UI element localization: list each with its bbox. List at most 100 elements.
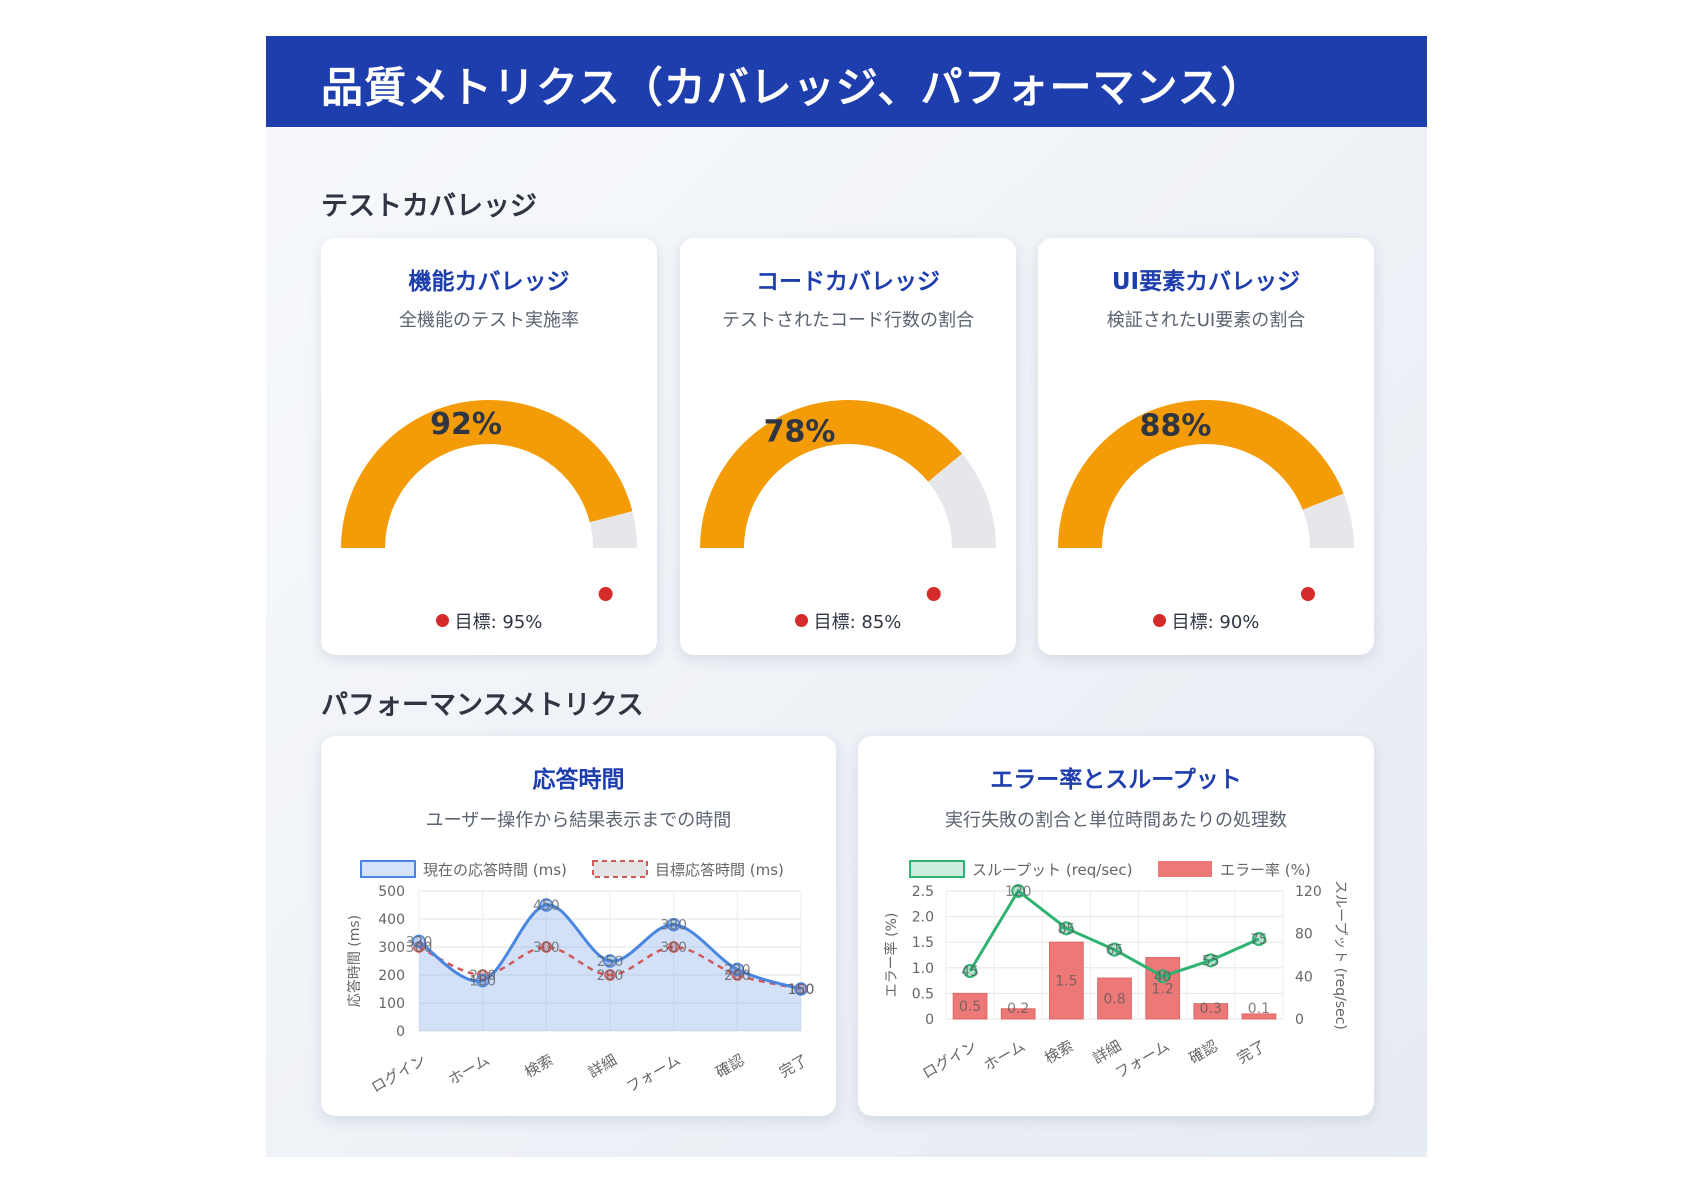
error-bar-label: 0.3 bbox=[1200, 1001, 1222, 1017]
y-axis-label: 応答時間 (ms) bbox=[346, 915, 363, 1007]
data-label-current: 220 bbox=[724, 962, 751, 978]
y-tick-label-right: 40 bbox=[1295, 969, 1313, 985]
y-tick-label-right: 0 bbox=[1295, 1012, 1304, 1028]
gauge-card-subtitle: 全機能のテスト実施率 bbox=[399, 310, 579, 331]
gauge-track bbox=[928, 453, 996, 548]
data-label-target: 300 bbox=[660, 940, 687, 956]
throughput-line bbox=[968, 888, 1260, 978]
x-tick-label: 検索 bbox=[521, 1051, 556, 1082]
gauge-target-marker bbox=[926, 587, 941, 601]
throughput-point bbox=[1107, 942, 1122, 957]
error-bar bbox=[1000, 1008, 1036, 1020]
point-target bbox=[795, 983, 807, 995]
error-bar-label: 0.5 bbox=[959, 999, 981, 1015]
y-tick-label-left: 1.0 bbox=[912, 961, 934, 977]
throughput-label: 85 bbox=[1057, 921, 1075, 937]
target-legend: 目標: 85% bbox=[680, 608, 1016, 634]
throughput-label: 40 bbox=[1154, 969, 1172, 985]
point-target bbox=[540, 941, 553, 953]
y-axis-label-left: エラー率 (%) bbox=[883, 913, 900, 998]
gauge-card-subtitle: 検証されたUI要素の割合 bbox=[1106, 310, 1306, 331]
x-tick-label: 完了 bbox=[1234, 1037, 1269, 1068]
error-bar-label: 0.8 bbox=[1103, 992, 1125, 1008]
y-tick-label: 300 bbox=[378, 940, 405, 956]
point-current bbox=[475, 973, 490, 988]
throughput-point bbox=[1203, 953, 1218, 968]
area-current bbox=[419, 904, 801, 1031]
error-bar-label: 0.1 bbox=[1248, 1001, 1270, 1017]
slide: 品質メトリクス（カバレッジ、パフォーマンス） テストカバレッジ 機能カバレッジ … bbox=[266, 36, 1427, 1157]
point-current bbox=[539, 898, 554, 912]
gauge-value-label: 88% bbox=[1140, 409, 1212, 444]
data-label-current: 250 bbox=[597, 954, 624, 970]
error-bar bbox=[1241, 1013, 1277, 1020]
throughput-label: 75 bbox=[1250, 932, 1268, 948]
gauge-target-marker bbox=[598, 587, 613, 601]
error-bar bbox=[1097, 977, 1132, 1020]
error-throughput-chart: スループット (req/sec) エラー率 (%) 0 0.5 1.0 1.5 2.0 2.5… bbox=[883, 860, 1348, 1083]
y-tick-label-right: 80 bbox=[1295, 927, 1313, 943]
point-current bbox=[666, 917, 681, 932]
error-bar bbox=[1145, 957, 1180, 1020]
x-tick-label: 完了 bbox=[776, 1051, 811, 1082]
y-tick-label-left: 2.5 bbox=[912, 884, 934, 900]
target-dot-icon bbox=[794, 614, 808, 627]
gauge-card-title: コードカバレッジ bbox=[756, 269, 940, 295]
x-tick-label: フォーム bbox=[623, 1051, 684, 1096]
gauge-card-ui: UI要素カバレッジ 検証されたUI要素の割合 88% 目標: 90% bbox=[1038, 238, 1374, 655]
gauge-track bbox=[589, 511, 637, 548]
gauge-value-label: 78% bbox=[764, 415, 836, 450]
target-dot-icon bbox=[1152, 614, 1166, 627]
error-bar-label: 1.2 bbox=[1152, 981, 1174, 997]
x-tick-label: ホーム bbox=[445, 1051, 493, 1089]
data-label-current: 380 bbox=[660, 918, 687, 934]
point-target bbox=[604, 969, 616, 981]
error-bar-label: 1.5 bbox=[1055, 974, 1077, 990]
legend-label-current: 現在の応答時間 (ms) bbox=[423, 861, 567, 879]
gauge-card-subtitle: テストされたコード行数の割合 bbox=[722, 310, 974, 331]
y-tick-label: 0 bbox=[396, 1024, 405, 1040]
chart-subtitle: ユーザー操作から結果表示までの時間 bbox=[425, 810, 732, 831]
y-tick-label-left: 1.5 bbox=[912, 935, 934, 951]
throughput-point bbox=[1251, 932, 1266, 946]
throughput-label: 65 bbox=[1106, 943, 1124, 959]
throughput-label: 55 bbox=[1202, 953, 1220, 969]
error-bar bbox=[1193, 1003, 1229, 1020]
performance-section-title: パフォーマンスメトリクス bbox=[321, 690, 644, 721]
y-tick-label: 500 bbox=[378, 884, 405, 900]
data-label-current: 150 bbox=[788, 982, 815, 998]
gauge-chart: 78% bbox=[700, 400, 996, 601]
x-tick-label: 確認 bbox=[712, 1051, 747, 1082]
throughput-point bbox=[963, 964, 978, 978]
y-tick-label: 400 bbox=[378, 912, 405, 928]
legend-label-target: 目標応答時間 (ms) bbox=[655, 861, 784, 879]
y-tick-label-right: 120 bbox=[1295, 884, 1322, 900]
gauge-value-label: 92% bbox=[430, 407, 502, 442]
chart-title: エラー率とスループット bbox=[990, 767, 1242, 793]
target-legend: 目標: 95% bbox=[321, 608, 657, 634]
data-label-current: 180 bbox=[469, 974, 496, 990]
gauge-fill bbox=[341, 400, 633, 548]
throughput-label: 120 bbox=[1005, 884, 1032, 900]
y-tick-label: 200 bbox=[378, 968, 405, 984]
data-label-current: 450 bbox=[533, 898, 560, 914]
gauge-card-code: コードカバレッジ テストされたコード行数の割合 78% 目標: 85% bbox=[680, 238, 1016, 655]
x-tick-label: フォーム bbox=[1112, 1037, 1173, 1082]
gauge-card-title: 機能カバレッジ bbox=[408, 269, 570, 295]
gauge-fill bbox=[1058, 400, 1344, 548]
data-label-current: 320 bbox=[406, 934, 433, 950]
gauge-chart: 92% bbox=[341, 400, 637, 601]
error-bar bbox=[1049, 941, 1084, 1020]
page-title: 品質メトリクス（カバレッジ、パフォーマンス） bbox=[321, 63, 1264, 112]
x-tick-label: ログイン bbox=[919, 1037, 980, 1083]
x-tick-label: ログイン bbox=[368, 1051, 429, 1097]
y-tick-label-left: 0.5 bbox=[912, 986, 934, 1002]
data-label-target: 200 bbox=[597, 968, 624, 984]
x-tick-label: 検索 bbox=[1041, 1037, 1076, 1068]
chart-subtitle: 実行失敗の割合と単位時間あたりの処理数 bbox=[945, 810, 1287, 831]
point-current bbox=[730, 962, 745, 977]
gauge-track bbox=[1302, 493, 1354, 548]
x-tick-label: 詳細 bbox=[585, 1051, 620, 1082]
throughput-point bbox=[1011, 884, 1026, 898]
legend-label-throughput: スループット (req/sec) bbox=[972, 861, 1133, 879]
